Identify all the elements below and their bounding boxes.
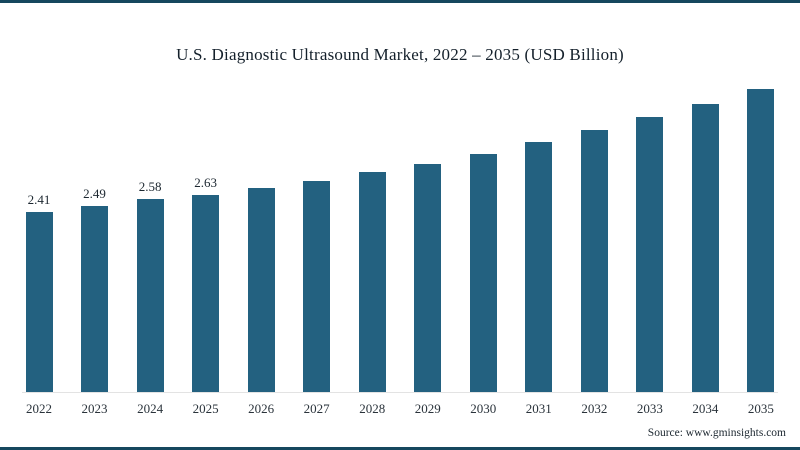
bar-column bbox=[744, 71, 778, 392]
x-tick-label: 2025 bbox=[192, 401, 219, 416]
bar-2023 bbox=[81, 206, 109, 392]
bar-column: 2.58 bbox=[133, 71, 167, 392]
chart-title: U.S. Diagnostic Ultrasound Market, 2022 … bbox=[176, 45, 624, 64]
bar-2031 bbox=[525, 142, 553, 392]
bar-2033 bbox=[636, 117, 664, 392]
x-axis-labels: 2022 2023 2024 2025 2026 2027 2028 2029 2030 2031… bbox=[22, 401, 778, 417]
bar-column bbox=[633, 71, 667, 392]
bar-value-label: 2.41 bbox=[27, 192, 51, 207]
bar-column bbox=[522, 71, 556, 392]
bar-column: 2.49 bbox=[78, 71, 112, 392]
x-tick-label: 2031 bbox=[525, 401, 552, 416]
bar-column bbox=[355, 71, 389, 392]
bar-2026 bbox=[247, 188, 275, 392]
bar-column: 2.63 bbox=[189, 71, 223, 392]
bar-2028 bbox=[358, 172, 386, 392]
x-tick-label: 2027 bbox=[303, 401, 330, 416]
bar-column: 2.41 bbox=[22, 71, 56, 392]
bar-value-label: 2.58 bbox=[138, 179, 162, 194]
x-tick-label: 2026 bbox=[248, 401, 275, 416]
bar-column bbox=[300, 71, 334, 392]
bar-2032 bbox=[580, 130, 608, 392]
bar-column bbox=[577, 71, 611, 392]
x-tick-label: 2029 bbox=[414, 401, 441, 416]
bar-column bbox=[466, 71, 500, 392]
source-attribution: Source: www.gminsights.com bbox=[647, 427, 786, 439]
bar-column bbox=[411, 71, 445, 392]
x-tick-label: 2030 bbox=[470, 401, 497, 416]
bar-value-label: 2.49 bbox=[83, 186, 106, 201]
bar-2035 bbox=[747, 89, 775, 392]
plot-area: 2.41 2.49 2.58 2.63 2022 2023 2024 2025 2026 202… bbox=[0, 71, 800, 447]
bar-2034 bbox=[691, 104, 719, 392]
bar-value-label: 2.63 bbox=[194, 175, 217, 190]
bar-column bbox=[244, 71, 278, 392]
x-tick-label: 2028 bbox=[359, 401, 386, 416]
bar-column bbox=[688, 71, 722, 392]
bar-2022 bbox=[25, 212, 53, 392]
bar-area: 2.41 2.49 2.58 2.63 bbox=[22, 71, 778, 393]
x-tick-label: 2034 bbox=[692, 401, 719, 416]
x-tick-label: 2023 bbox=[81, 401, 108, 416]
bar-2024 bbox=[136, 199, 164, 392]
x-tick-label: 2035 bbox=[747, 401, 774, 416]
bar-2029 bbox=[414, 164, 442, 392]
bar-2025 bbox=[192, 195, 220, 392]
bar-2027 bbox=[303, 181, 331, 392]
x-tick-label: 2033 bbox=[636, 401, 663, 416]
x-tick-label: 2032 bbox=[581, 401, 608, 416]
x-tick-label: 2022 bbox=[26, 401, 52, 416]
bar-2030 bbox=[469, 154, 497, 392]
x-tick-label: 2024 bbox=[137, 401, 164, 416]
